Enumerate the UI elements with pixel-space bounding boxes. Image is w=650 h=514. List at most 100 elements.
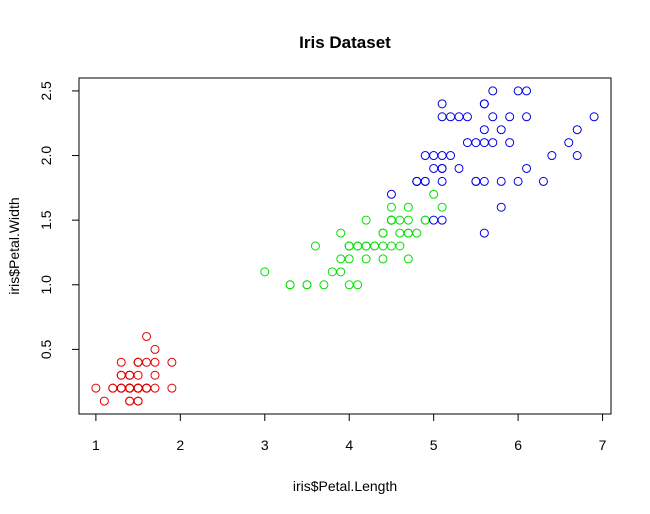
data-point-series-1: [150, 344, 160, 354]
data-point-series-3: [522, 163, 532, 173]
data-point-series-2: [386, 215, 396, 225]
data-point-series-1: [91, 383, 101, 393]
data-point-series-3: [471, 138, 481, 148]
data-point-series-3: [505, 112, 515, 122]
data-point-series-2: [327, 267, 337, 277]
data-point-series-1: [133, 357, 143, 367]
x-tick-label: 1: [92, 437, 100, 453]
data-point-series-3: [471, 176, 481, 186]
y-tick-label: 2.0: [38, 146, 54, 166]
data-point-series-3: [386, 189, 396, 199]
data-point-series-1: [125, 396, 135, 406]
data-point-series-1: [142, 383, 152, 393]
data-point-series-2: [361, 241, 371, 251]
data-point-series-2: [403, 215, 413, 225]
data-point-series-2: [310, 241, 320, 251]
data-point-series-3: [496, 202, 506, 212]
data-point-series-1: [167, 383, 177, 393]
data-point-series-2: [370, 241, 380, 251]
data-point-series-2: [386, 241, 396, 251]
data-point-series-2: [344, 241, 354, 251]
data-point-series-2: [302, 280, 312, 290]
data-point-series-3: [488, 86, 498, 96]
data-point-series-3: [437, 112, 447, 122]
data-point-series-3: [479, 125, 489, 135]
data-point-series-2: [378, 254, 388, 264]
data-point-series-2: [260, 267, 270, 277]
data-point-series-2: [285, 280, 295, 290]
data-points: [91, 86, 599, 406]
y-tick-label: 1.0: [38, 275, 54, 295]
data-point-series-2: [361, 215, 371, 225]
x-tick-label: 7: [599, 437, 607, 453]
data-point-series-1: [125, 383, 135, 393]
data-point-series-1: [133, 383, 143, 393]
data-point-series-2: [403, 228, 413, 238]
data-point-series-2: [412, 228, 422, 238]
data-point-series-2: [403, 202, 413, 212]
data-point-series-1: [116, 370, 126, 380]
data-point-series-2: [403, 254, 413, 264]
data-point-series-3: [437, 176, 447, 186]
x-tick-label: 5: [430, 437, 438, 453]
data-point-series-2: [420, 215, 430, 225]
data-point-series-3: [479, 138, 489, 148]
data-point-series-3: [479, 176, 489, 186]
data-point-series-3: [446, 151, 456, 161]
data-point-series-1: [133, 396, 143, 406]
data-point-series-3: [454, 112, 464, 122]
x-tick-label: 4: [345, 437, 353, 453]
y-tick-label: 1.5: [38, 210, 54, 230]
data-point-series-3: [462, 138, 472, 148]
data-point-series-1: [99, 396, 109, 406]
y-axis: 0.5 1.0 1.5 2.0 2.5: [38, 81, 80, 359]
data-point-series-3: [437, 99, 447, 109]
data-point-series-2: [437, 202, 447, 212]
data-point-series-2: [361, 254, 371, 264]
data-point-series-3: [488, 112, 498, 122]
data-point-series-1: [116, 383, 126, 393]
data-point-series-3: [496, 176, 506, 186]
data-point-series-1: [125, 370, 135, 380]
data-point-series-3: [462, 112, 472, 122]
data-point-series-2: [344, 254, 354, 264]
data-point-series-2: [378, 241, 388, 251]
x-tick-label: 6: [514, 437, 522, 453]
data-point-series-3: [572, 151, 582, 161]
data-point-series-1: [150, 357, 160, 367]
y-tick-label: 0.5: [38, 339, 54, 359]
data-point-series-2: [378, 228, 388, 238]
data-point-series-3: [446, 112, 456, 122]
data-point-series-3: [572, 125, 582, 135]
x-tick-label: 3: [261, 437, 269, 453]
data-point-series-3: [547, 151, 557, 161]
data-point-series-3: [522, 86, 532, 96]
data-point-series-1: [116, 357, 126, 367]
data-point-series-3: [437, 151, 447, 161]
data-point-series-2: [386, 202, 396, 212]
data-point-series-3: [564, 138, 574, 148]
data-point-series-1: [133, 370, 143, 380]
y-axis-label: iris$Petal.Width: [6, 197, 22, 294]
data-point-series-3: [412, 176, 422, 186]
data-point-series-2: [429, 189, 439, 199]
data-point-series-1: [150, 383, 160, 393]
data-point-series-3: [479, 228, 489, 238]
data-point-series-1: [167, 357, 177, 367]
data-point-series-3: [429, 215, 439, 225]
data-point-series-1: [142, 331, 152, 341]
x-axis-label: iris$Petal.Length: [293, 478, 397, 494]
data-point-series-3: [505, 138, 515, 148]
data-point-series-2: [336, 228, 346, 238]
data-point-series-3: [513, 176, 523, 186]
data-point-series-3: [420, 151, 430, 161]
data-point-series-3: [538, 176, 548, 186]
data-point-series-3: [496, 125, 506, 135]
data-point-series-3: [589, 112, 599, 122]
data-point-series-3: [437, 163, 447, 173]
data-point-series-2: [395, 241, 405, 251]
data-point-series-2: [319, 280, 329, 290]
data-point-series-2: [336, 254, 346, 264]
data-point-series-2: [395, 215, 405, 225]
